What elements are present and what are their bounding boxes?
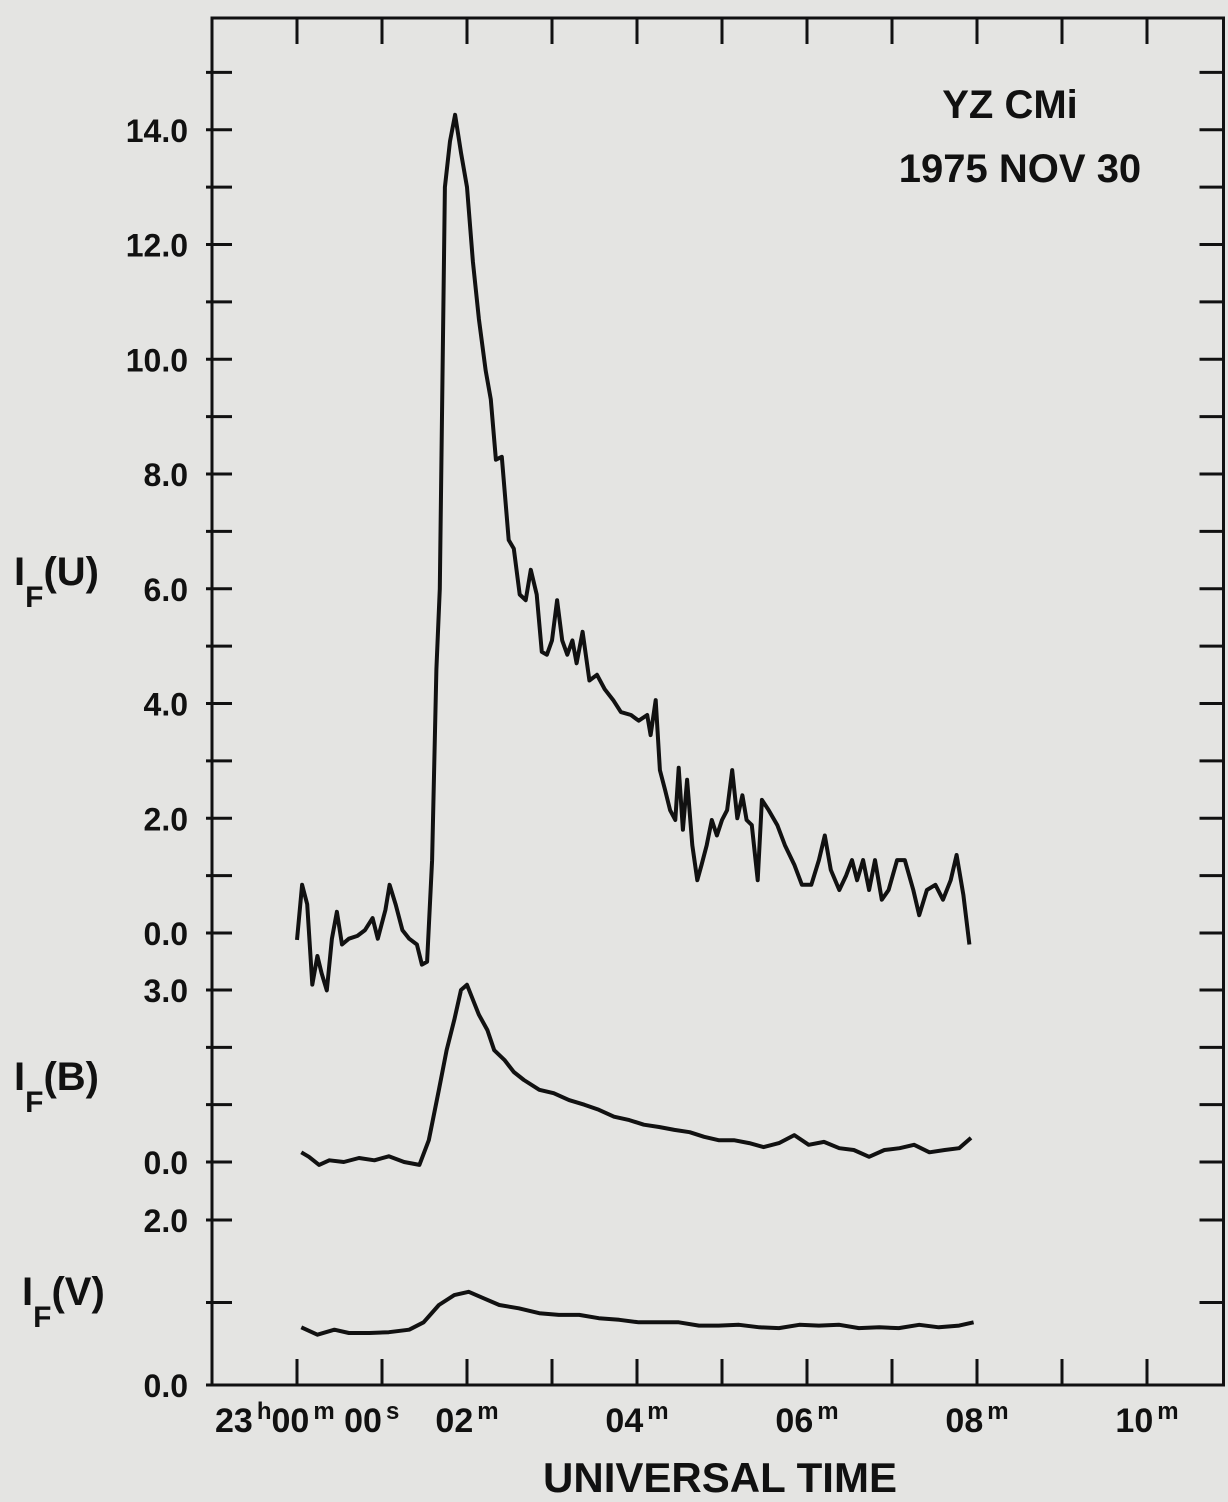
y-tick-label: 6.0 (144, 572, 188, 608)
y-tick-label: 0.0 (144, 1145, 188, 1181)
y-axis-label-part: (B) (43, 1055, 99, 1099)
x-tick-label: 06 m (775, 1398, 838, 1440)
y-axis-label-part: (V) (51, 1270, 104, 1314)
y-tick-label: 0.0 (144, 1368, 188, 1404)
y-tick-label: 2.0 (144, 801, 188, 837)
y-axis-label-part: F (33, 1301, 51, 1334)
x-tick-label: 10 m (1115, 1398, 1178, 1440)
data-line (295, 112, 972, 993)
y-axis-label: IF(V) (22, 1270, 105, 1334)
y-axis-label-part: I (14, 550, 25, 594)
x-axis-label: UNIVERSAL TIME (543, 1454, 897, 1501)
y-axis-label-part: I (22, 1270, 33, 1314)
x-tick-label: 08 m (945, 1398, 1008, 1440)
y-axis-label-part: I (14, 1055, 25, 1099)
y-tick-label: 2.0 (144, 1203, 188, 1239)
y-tick-label: 3.0 (144, 973, 188, 1009)
y-axis-label: IF(B) (14, 1055, 99, 1119)
y-tick-label: 10.0 (126, 342, 188, 378)
x-tick-label: 04 m (605, 1398, 668, 1440)
plot-frame (210, 16, 1225, 1387)
annotation: 1975 NOV 30 (899, 147, 1141, 191)
y-axis-label: IF(U) (14, 550, 99, 614)
y-tick-label: 14.0 (126, 113, 188, 149)
data-line (300, 982, 973, 1167)
y-axis-label-part: (U) (43, 550, 99, 594)
y-tick-label: 4.0 (144, 687, 188, 723)
data-line (300, 1289, 975, 1337)
x-tick-label: 02 m (435, 1398, 498, 1440)
y-tick-label: 12.0 (126, 228, 188, 264)
y-tick-label: 8.0 (144, 457, 188, 493)
annotation: YZ CMi (942, 83, 1078, 127)
y-axis-label-part: F (25, 581, 43, 614)
x-tick-label: 23 h00 m 00 s (215, 1398, 399, 1440)
y-axis-label-part: F (25, 1086, 43, 1119)
y-tick-label: 0.0 (144, 916, 188, 952)
